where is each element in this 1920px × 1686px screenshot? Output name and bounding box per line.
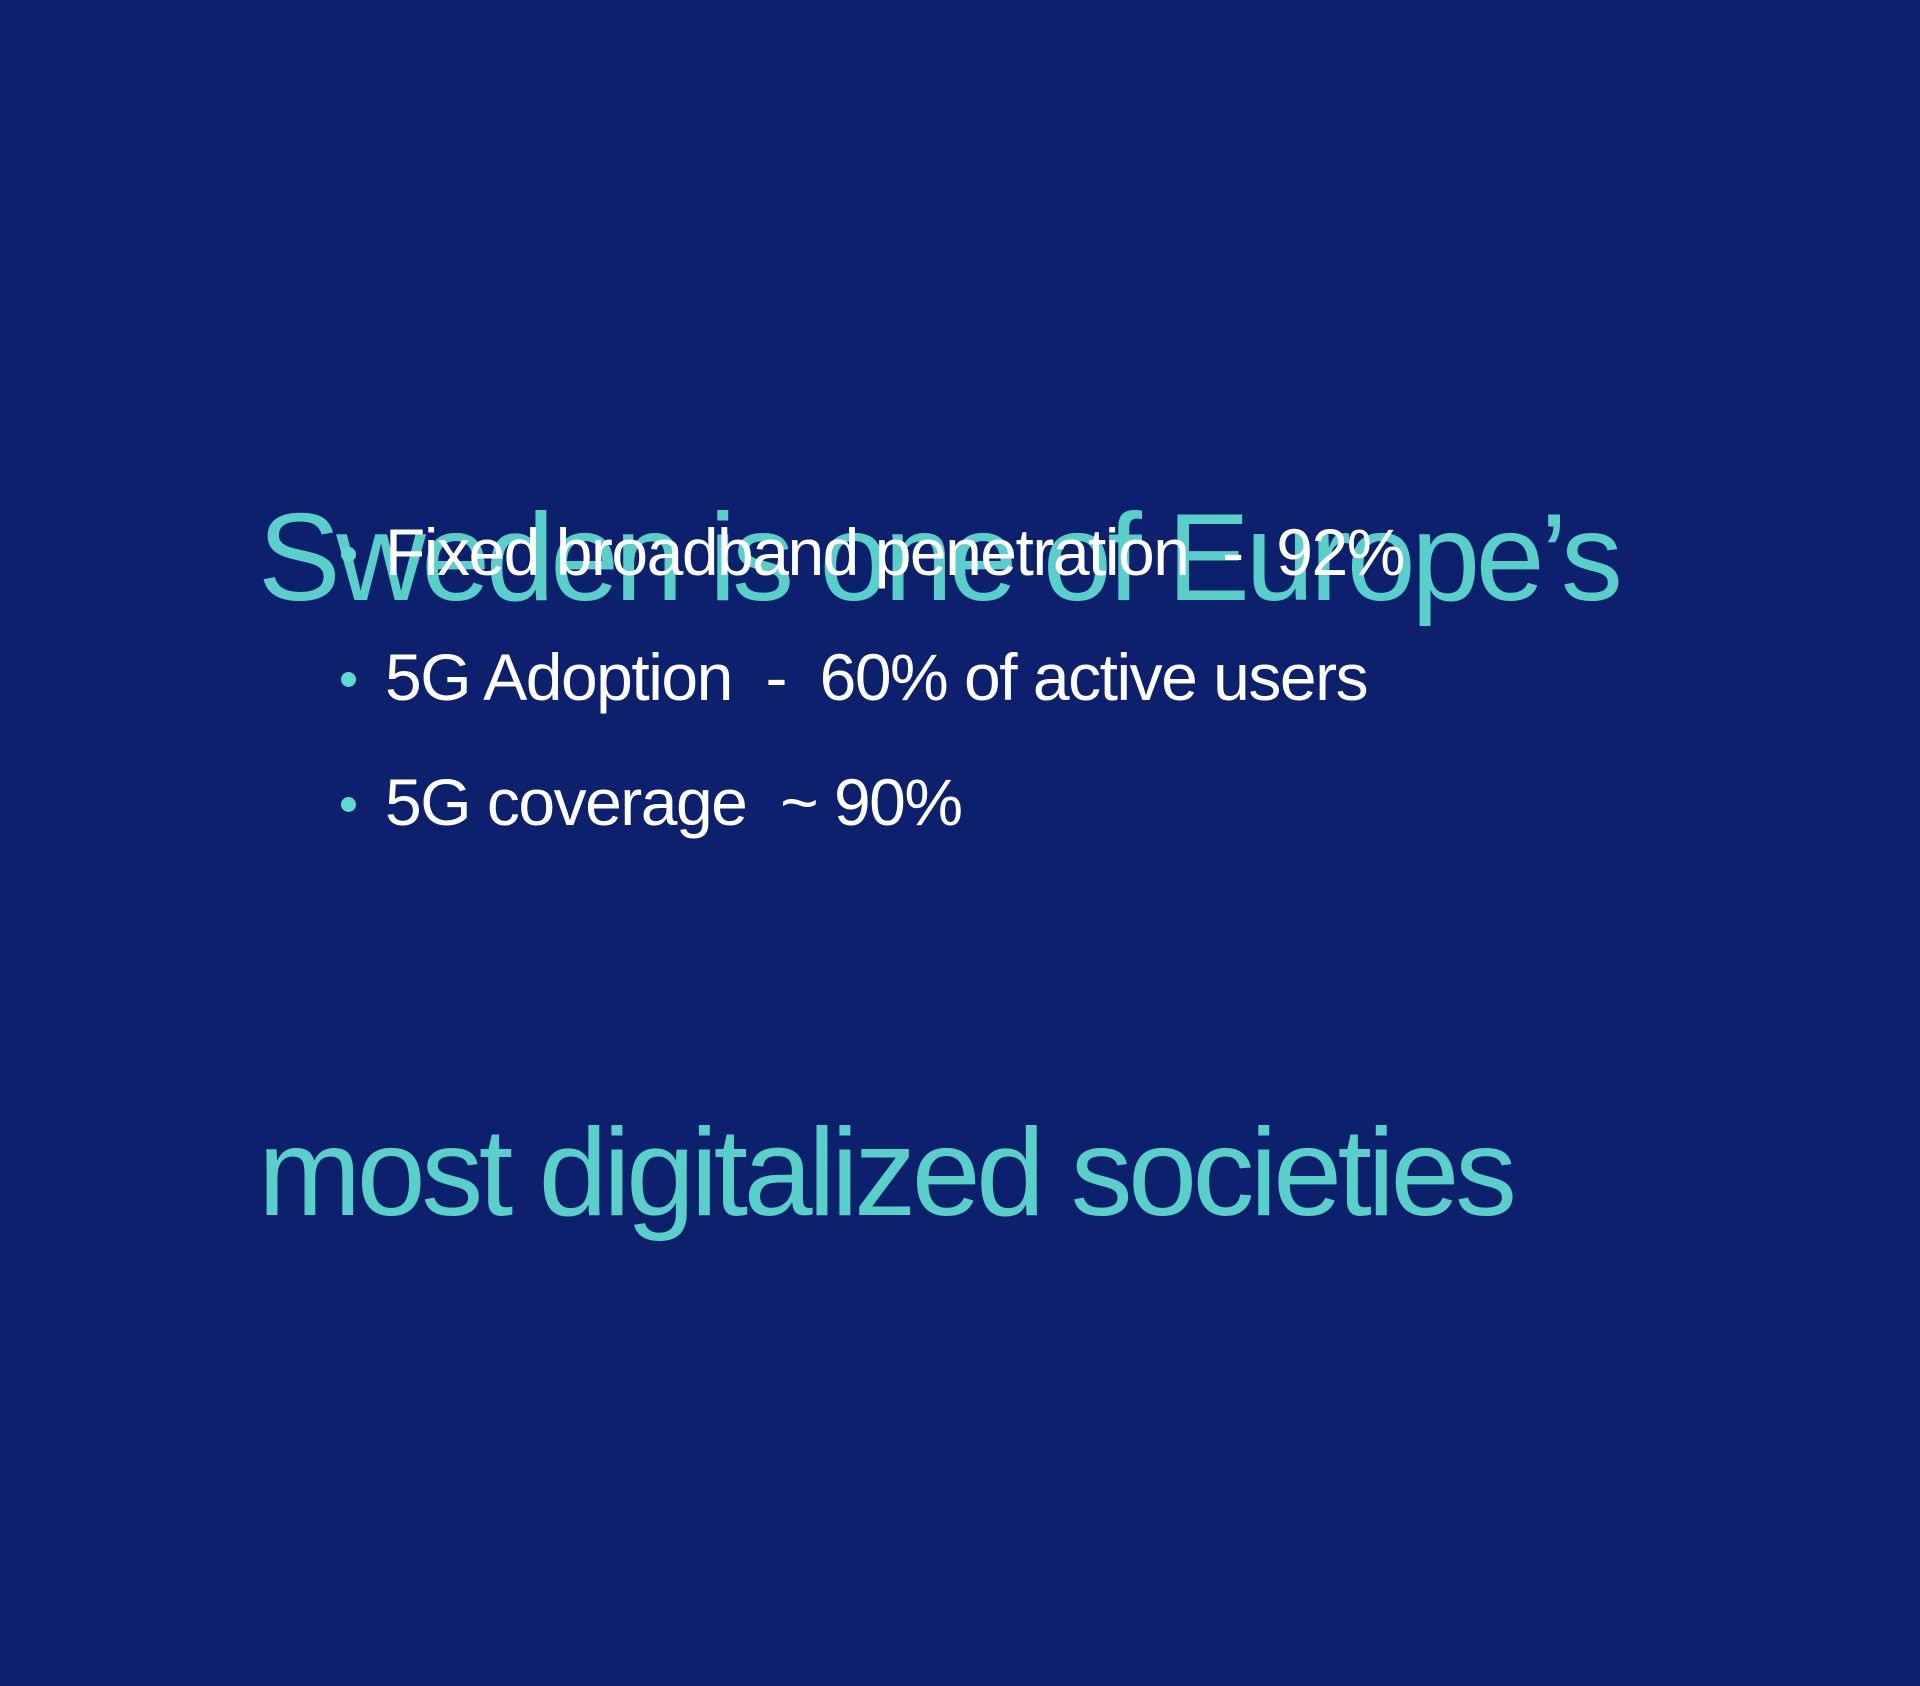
bullet-dot-icon — [341, 796, 356, 812]
list-item: 5G Adoption - 60% of active users — [341, 631, 1404, 723]
slide-title-line-2: most digitalized societies — [258, 1104, 1517, 1242]
bullet-text-fixed-broadband: Fixed broadband penetration - 92% — [385, 515, 1405, 589]
bullet-dot-icon — [341, 671, 356, 687]
list-item: 5G coverage ~ 90% — [341, 756, 1404, 848]
bullet-list: Fixed broadband penetration - 92% 5G Ado… — [341, 506, 1405, 848]
slide-title-line-1: Sweden is one of Europe’s — [258, 489, 1623, 627]
bullet-text-5g-adoption: 5G Adoption - 60% of active users — [385, 640, 1369, 714]
list-item: Fixed broadband penetration - 92% — [341, 506, 1405, 598]
bullet-dot-icon — [341, 546, 356, 562]
bullet-text-5g-coverage: 5G coverage ~ 90% — [385, 765, 963, 839]
slide-background: Sweden is one of Europe’s most digitaliz… — [258, 489, 1623, 1242]
slide-title: Sweden is one of Europe’s most digitaliz… — [258, 46, 1623, 1686]
